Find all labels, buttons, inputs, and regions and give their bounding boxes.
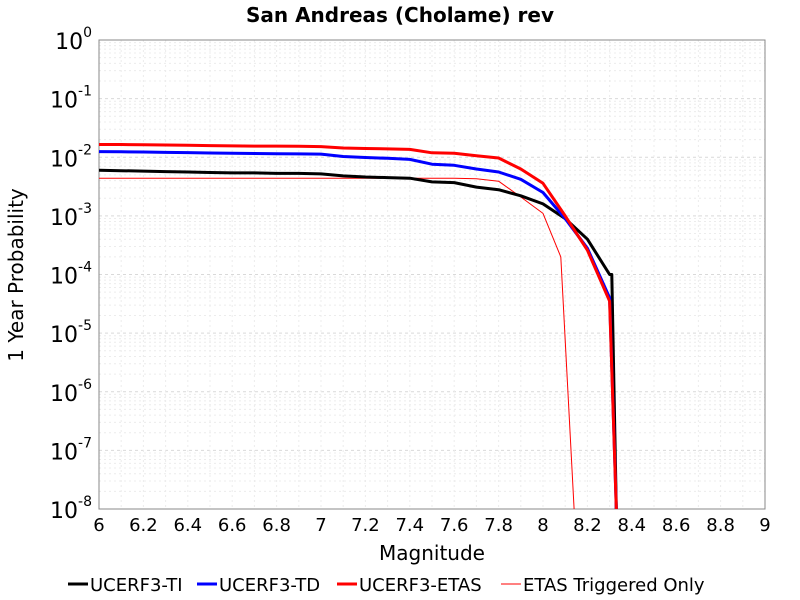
y-tick-exponent: 0 [83, 25, 92, 41]
x-tick-label: 7.2 [351, 515, 380, 536]
y-tick-base: 10 [50, 147, 78, 172]
x-tick-label: 8.8 [706, 515, 735, 536]
y-tick-label: 10-6 [50, 377, 92, 407]
x-tick-label: 8 [537, 515, 548, 536]
y-tick-label: 10-2 [50, 142, 92, 172]
x-tick-label: 7.4 [395, 515, 424, 536]
legend: UCERF3-TI UCERF3-TD UCERF3-ETAS ETAS Trigge… [68, 575, 705, 596]
y-axis-label: 1 Year Probability [4, 188, 28, 362]
x-tick-label: 8.4 [617, 515, 646, 536]
y-tick-label: 10-8 [50, 494, 92, 524]
legend-label-ucerf3-etas: UCERF3-ETAS [359, 575, 482, 596]
y-tick-exponent: -4 [78, 260, 92, 276]
y-tick-base: 10 [50, 89, 78, 114]
legend-label-ucerf3-td: UCERF3-TD [219, 575, 320, 596]
x-tick-label: 8.6 [662, 515, 691, 536]
legend-label-etas-triggered-only: ETAS Triggered Only [523, 575, 705, 596]
x-tick-label: 6 [93, 515, 104, 536]
y-tick-exponent: -2 [78, 142, 92, 158]
y-tick-label: 10-1 [50, 84, 92, 114]
y-tick-base: 10 [55, 30, 83, 55]
y-tick-base: 10 [50, 499, 78, 524]
x-tick-label: 6.4 [173, 515, 202, 536]
y-tick-exponent: -8 [78, 494, 92, 510]
x-tick-label: 7 [315, 515, 326, 536]
y-tick-label: 10-5 [50, 318, 92, 348]
series-line-ucerf3-td [98, 150, 618, 510]
x-tick-labels: 6 6.2 6.4 6.6 6.8 7 7.2 7.4 7.6 7.8 8 8.2 8.4 8.6 8.8 9 [93, 515, 770, 536]
y-tick-exponent: -5 [78, 318, 92, 334]
chart-title: San Andreas (Cholame) rev [246, 3, 554, 27]
y-tick-base: 10 [50, 382, 78, 407]
y-tick-exponent: -6 [78, 377, 92, 393]
x-tick-label: 7.8 [484, 515, 513, 536]
y-tick-label: 10-4 [50, 260, 92, 290]
x-tick-label: 7.6 [440, 515, 469, 536]
series-line-ucerf3-ti [98, 168, 618, 510]
x-tick-label: 8.2 [573, 515, 602, 536]
y-tick-exponent: -7 [78, 435, 92, 451]
x-tick-label: 6.2 [129, 515, 158, 536]
x-axis-label: Magnitude [379, 541, 485, 565]
grid [98, 39, 766, 510]
y-tick-exponent: -1 [78, 84, 92, 100]
series-layer [98, 143, 618, 510]
y-tick-label: 10-3 [50, 201, 92, 231]
y-tick-base: 10 [50, 323, 78, 348]
y-tick-exponent: -3 [78, 201, 92, 217]
y-tick-base: 10 [50, 440, 78, 465]
series-line-ucerf3-etas [99, 143, 618, 510]
y-tick-label: 100 [55, 25, 92, 55]
plot-frame [98, 39, 766, 510]
x-tick-label: 6.6 [218, 515, 247, 536]
legend-label-ucerf3-ti: UCERF3-TI [90, 575, 183, 596]
y-tick-base: 10 [50, 206, 78, 231]
x-tick-label: 9 [759, 515, 770, 536]
x-tick-label: 6.8 [262, 515, 291, 536]
y-tick-label: 10-7 [50, 435, 92, 465]
y-tick-base: 10 [50, 265, 78, 290]
